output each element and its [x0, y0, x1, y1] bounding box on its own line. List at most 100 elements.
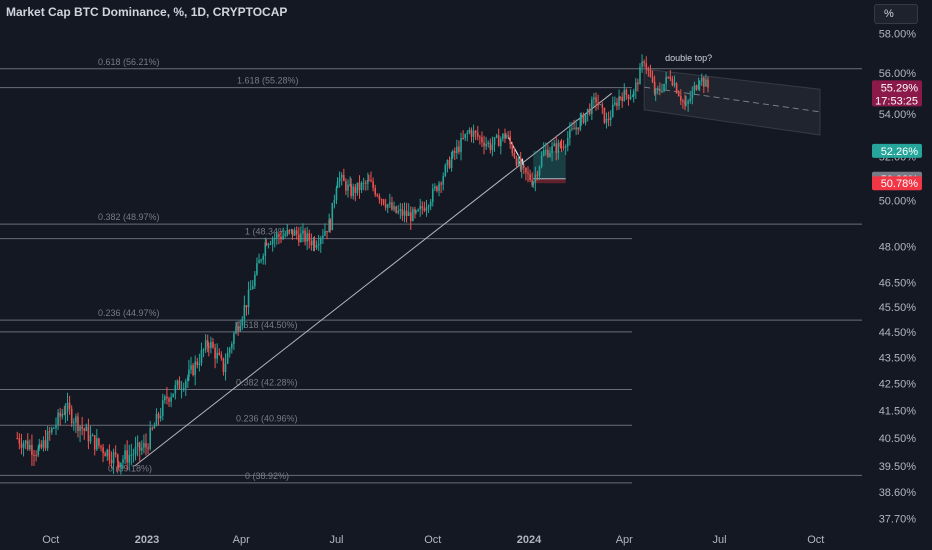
candle-body — [70, 408, 73, 424]
candle-body — [509, 136, 512, 145]
candle-body — [329, 219, 331, 231]
candle-body — [196, 361, 199, 365]
candle-body — [538, 166, 541, 176]
candle-body — [557, 142, 560, 153]
candle-body — [456, 146, 458, 154]
candle-body — [641, 61, 643, 67]
candle-body — [218, 352, 221, 355]
candle-body — [267, 244, 270, 246]
candle-body — [245, 305, 248, 308]
candle-body — [124, 450, 126, 460]
candle-body — [151, 428, 154, 430]
candle-body — [429, 201, 432, 207]
unit-button[interactable]: % — [874, 4, 918, 24]
candle-body — [271, 239, 274, 244]
candle-body — [176, 380, 179, 386]
candle-body — [128, 455, 131, 463]
candle-body — [104, 453, 106, 457]
candle-body — [280, 236, 282, 240]
candle-body — [431, 188, 434, 202]
candle-body — [20, 443, 23, 448]
candle-body — [525, 167, 527, 173]
candle-body — [102, 447, 104, 454]
candle-body — [210, 342, 212, 348]
candle-body — [515, 157, 518, 166]
candle-body — [254, 274, 256, 287]
candle-body — [609, 116, 612, 121]
y-axis-tick-label: 54.00% — [879, 109, 917, 121]
candle-body — [534, 174, 537, 183]
candle-body — [442, 175, 445, 185]
candle-body — [507, 135, 509, 137]
candle-body — [66, 402, 69, 412]
candle-body — [48, 431, 51, 433]
candle-body — [300, 233, 302, 243]
candle-body — [680, 96, 682, 101]
fib-level-label: 0.618 (56.21%) — [98, 57, 160, 67]
candle-body — [358, 182, 361, 190]
candle-body — [166, 396, 168, 399]
candle-body — [607, 118, 610, 121]
candle-body — [91, 435, 94, 437]
candle-body — [364, 182, 367, 184]
candle-body — [16, 438, 19, 439]
y-axis-tick-label: 48.00% — [879, 242, 917, 254]
candle-body — [403, 210, 406, 216]
candle-body — [582, 114, 585, 123]
candle-body — [53, 427, 55, 429]
candle-body — [161, 400, 164, 416]
candle-body — [491, 144, 494, 150]
candle-body — [682, 100, 684, 102]
candle-body — [505, 135, 507, 139]
candle-body — [584, 114, 587, 123]
price-badge — [872, 80, 922, 107]
candle-body — [324, 230, 326, 236]
candle-body — [384, 204, 387, 208]
candle-body — [212, 342, 214, 348]
candle-body — [18, 438, 21, 444]
candle-body — [513, 152, 516, 158]
candle-body — [446, 160, 449, 166]
candle-body — [138, 442, 141, 451]
candle-body — [178, 380, 181, 390]
candle-body — [591, 99, 593, 114]
price-badge — [872, 176, 922, 191]
candle-body — [159, 415, 162, 419]
y-axis-tick-label: 56.00% — [879, 68, 917, 80]
candle-body — [669, 76, 672, 79]
candle-body — [68, 402, 71, 409]
candle-body — [409, 212, 412, 221]
candle-body — [544, 149, 547, 151]
candle-body — [376, 194, 379, 196]
candle-body — [108, 449, 111, 460]
candle-body — [315, 245, 318, 248]
candle-body — [247, 289, 250, 308]
candle-body — [595, 97, 597, 103]
candle-body — [93, 435, 96, 450]
candle-body — [547, 149, 549, 157]
candle-body — [61, 413, 64, 417]
candle-body — [448, 160, 451, 168]
candle-body — [114, 452, 117, 455]
candle-body — [98, 438, 100, 446]
candle-body — [356, 182, 359, 193]
candle-body — [399, 209, 402, 211]
candle-body — [577, 127, 580, 130]
candle-body — [697, 84, 700, 90]
candle-body — [673, 83, 676, 86]
candle-body — [517, 158, 520, 166]
candle-body — [462, 138, 464, 140]
candle-body — [623, 89, 626, 102]
fib-level-label: 1 (48.34%) — [245, 227, 289, 237]
candle-body — [653, 81, 656, 94]
candle-body — [184, 381, 187, 389]
candle-body — [586, 108, 589, 115]
price-badge-label: 55.29% — [881, 82, 919, 94]
candle-body — [367, 179, 369, 184]
price-badge-label: 50.78% — [881, 178, 919, 190]
x-axis-tick-label: 2024 — [517, 534, 542, 546]
candle-body — [419, 206, 422, 210]
candle-body — [619, 96, 621, 98]
candle-body — [531, 180, 533, 186]
